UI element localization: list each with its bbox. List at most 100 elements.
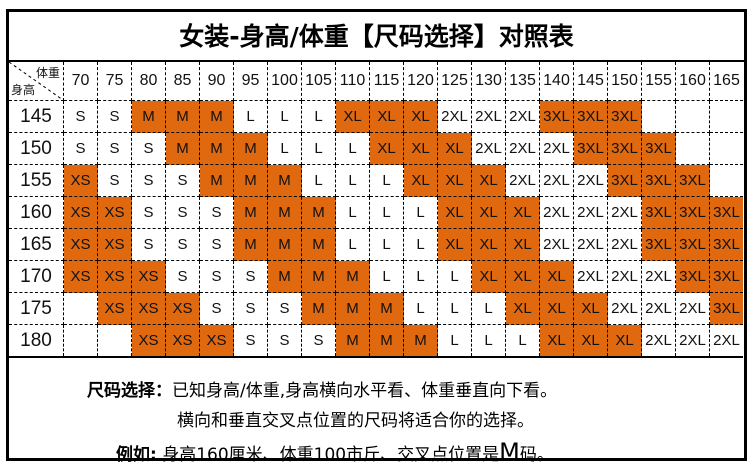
weight-header: 90 bbox=[199, 62, 234, 101]
size-cell: XS bbox=[63, 260, 98, 293]
size-cell: 3XL bbox=[573, 100, 608, 133]
height-header: 160 bbox=[9, 196, 64, 229]
size-cell: XL bbox=[471, 228, 506, 261]
size-cell: 2XL bbox=[539, 132, 574, 165]
size-cell: XL bbox=[539, 260, 574, 293]
size-cell: M bbox=[199, 100, 234, 133]
weight-header: 115 bbox=[369, 62, 404, 101]
size-cell: 2XL bbox=[471, 100, 506, 133]
weight-header: 95 bbox=[233, 62, 268, 101]
size-cell: M bbox=[165, 100, 200, 133]
note-line-2: 横向和垂直交叉点位置的尺码将适合你的选择。 bbox=[177, 411, 534, 431]
table-row: 175 XS XS XS S S S M M M L L L XL XL XL 2XL 2XL 2XL 3XL bbox=[9, 292, 743, 325]
size-cell bbox=[709, 132, 743, 165]
size-cell: XL bbox=[573, 324, 608, 358]
size-table: 体重 身高 70 75 80 85 90 95 100 105 110 115 120 125 130 1… bbox=[9, 62, 743, 358]
size-cell: XL bbox=[403, 132, 438, 165]
size-cell: M bbox=[369, 292, 404, 325]
weight-header: 140 bbox=[539, 62, 574, 101]
weight-label: 体重 bbox=[35, 66, 60, 80]
size-cell: XS bbox=[97, 196, 132, 229]
height-header: 175 bbox=[9, 292, 64, 325]
header-row: 体重 身高 70 75 80 85 90 95 100 105 110 115 120 125 130 1… bbox=[9, 62, 743, 101]
table-row: 170 XS XS XS S S S M M M L L L XL XL XL 2XL 2XL 2XL 3XL 3XL bbox=[9, 260, 743, 293]
size-cell: XL bbox=[437, 196, 472, 229]
size-cell: XL bbox=[505, 292, 540, 325]
size-chart: 女装-身高/体重【尺码选择】对照表 体重 身高 70 75 80 85 90 95 100 1… bbox=[6, 9, 747, 466]
weight-header: 105 bbox=[301, 62, 336, 101]
size-cell: XS bbox=[97, 292, 132, 325]
size-cell: XL bbox=[369, 132, 404, 165]
size-cell: L bbox=[471, 324, 506, 358]
size-cell: 2XL bbox=[607, 292, 642, 325]
size-cell: 3XL bbox=[709, 228, 743, 261]
size-cell: L bbox=[335, 132, 370, 165]
size-cell: L bbox=[301, 164, 336, 197]
height-header: 150 bbox=[9, 132, 64, 165]
size-cell: 2XL bbox=[573, 164, 608, 197]
size-cell: M bbox=[369, 324, 404, 358]
note-line-1: 尺码选择：已知身高/体重,身高横向水平看、体重垂直向下看。 bbox=[87, 376, 557, 401]
size-cell: 3XL bbox=[709, 260, 743, 293]
size-cell: L bbox=[403, 260, 438, 293]
size-cell: L bbox=[437, 324, 472, 358]
size-cell: S bbox=[131, 228, 166, 261]
size-cell bbox=[675, 100, 710, 133]
size-cell: M bbox=[267, 260, 302, 293]
size-cell: 2XL bbox=[437, 100, 472, 133]
weight-header: 135 bbox=[505, 62, 540, 101]
size-cell: S bbox=[199, 228, 234, 261]
table-row: 160 XS XS S S S M M M L L L XL XL XL 2XL 2XL 2XL 3XL 3XL 3XL bbox=[9, 196, 743, 229]
size-cell: 2XL bbox=[573, 260, 608, 293]
size-cell: M bbox=[233, 164, 268, 197]
size-cell bbox=[709, 100, 743, 133]
size-cell: XL bbox=[369, 100, 404, 133]
size-cell: M bbox=[301, 292, 336, 325]
table-row: 180 XS XS XS S S S M M M L L L XL XL XL 2XL 2XL 2XL bbox=[9, 324, 743, 358]
size-cell: L bbox=[369, 196, 404, 229]
weight-header: 155 bbox=[641, 62, 676, 101]
size-cell: XS bbox=[165, 292, 200, 325]
size-cell: S bbox=[165, 260, 200, 293]
size-cell: 2XL bbox=[539, 196, 574, 229]
table-row: 150 S S S M M M L L L XL XL XL 2XL 2XL 2XL 3XL 3XL 3XL bbox=[9, 132, 743, 165]
size-cell: L bbox=[233, 100, 268, 133]
size-cell: L bbox=[301, 100, 336, 133]
size-cell: M bbox=[233, 228, 268, 261]
size-cell: 2XL bbox=[675, 324, 710, 358]
size-cell: XL bbox=[403, 164, 438, 197]
weight-header: 85 bbox=[165, 62, 200, 101]
size-cell: S bbox=[63, 100, 98, 133]
size-cell: 2XL bbox=[573, 228, 608, 261]
size-cell: S bbox=[97, 100, 132, 133]
weight-header: 165 bbox=[709, 62, 743, 101]
size-cell: L bbox=[267, 100, 302, 133]
example-label: 例如: bbox=[116, 445, 157, 465]
weight-header: 75 bbox=[97, 62, 132, 101]
size-cell: 3XL bbox=[607, 100, 642, 133]
size-cell: 2XL bbox=[539, 228, 574, 261]
size-cell: XL bbox=[437, 164, 472, 197]
weight-header: 110 bbox=[335, 62, 370, 101]
size-cell: 2XL bbox=[505, 100, 540, 133]
example-text: 身高160厘米、体重100市斤、交叉点位置是 bbox=[156, 445, 500, 465]
size-cell: XL bbox=[539, 324, 574, 358]
size-cell: S bbox=[165, 196, 200, 229]
size-cell: S bbox=[199, 292, 234, 325]
size-cell: L bbox=[335, 164, 370, 197]
corner-cell: 体重 身高 bbox=[9, 62, 64, 101]
size-cell: S bbox=[63, 132, 98, 165]
size-cell: 3XL bbox=[641, 228, 676, 261]
size-cell: M bbox=[301, 228, 336, 261]
size-cell: 2XL bbox=[709, 324, 743, 358]
size-cell: 2XL bbox=[641, 260, 676, 293]
height-header: 170 bbox=[9, 260, 64, 293]
height-label: 身高 bbox=[11, 83, 36, 97]
size-cell bbox=[709, 164, 743, 197]
size-cell: 3XL bbox=[607, 164, 642, 197]
size-cell: M bbox=[233, 196, 268, 229]
size-cell: XL bbox=[539, 292, 574, 325]
size-cell: S bbox=[233, 324, 268, 358]
size-cell: M bbox=[267, 164, 302, 197]
size-cell: XS bbox=[63, 196, 98, 229]
